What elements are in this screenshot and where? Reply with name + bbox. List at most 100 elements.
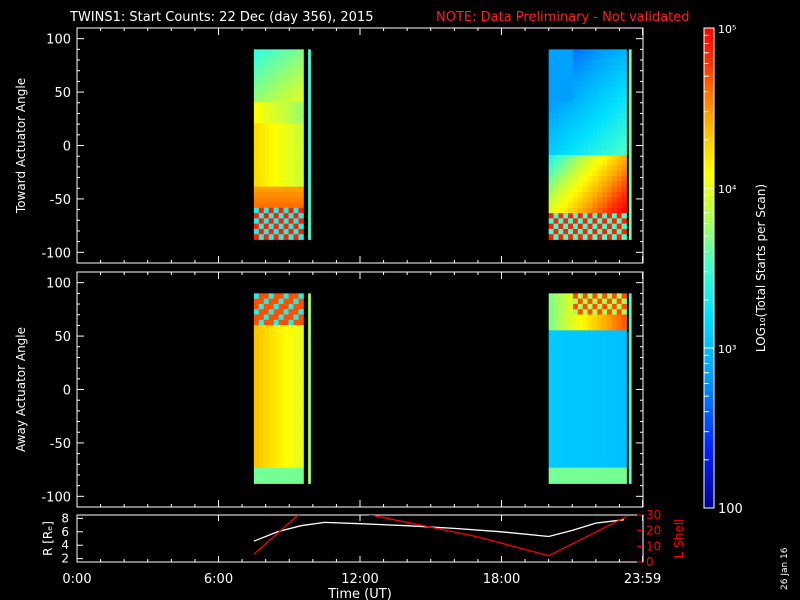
heatmap-cell [263, 107, 270, 114]
heatmap-cell [263, 186, 270, 193]
heatmap-cell [288, 425, 294, 432]
heatmap-cell [283, 330, 289, 337]
heatmap-cell [268, 96, 275, 103]
heatmap-cell [553, 96, 559, 103]
heatmap-cell [628, 430, 632, 437]
heatmap-cell [548, 75, 554, 82]
heatmap-cell [572, 154, 579, 161]
heatmap-cell [563, 213, 569, 219]
heatmap-cell [563, 144, 569, 151]
heatmap-cell [607, 425, 613, 432]
heatmap-cell [253, 314, 260, 321]
heatmap-cell [582, 213, 588, 219]
heatmap-cell [278, 223, 284, 230]
heatmap-cell [621, 133, 627, 140]
heatmap-cell [621, 383, 627, 389]
heatmap-cell [553, 75, 559, 82]
heatmap-cell [568, 81, 574, 87]
heatmap-cell [288, 362, 294, 368]
heatmap-cell [568, 351, 574, 358]
heatmap-cell [558, 351, 564, 358]
heatmap-cell [611, 372, 618, 379]
heatmap-cell [587, 462, 593, 469]
heatmap-cell [298, 346, 304, 352]
heatmap-cell [587, 133, 593, 140]
heatmap-cell [288, 123, 294, 129]
heatmap-cell [278, 430, 284, 437]
heatmap-cell [568, 96, 574, 103]
heatmap-cell [273, 186, 280, 193]
heatmap-cell [558, 398, 564, 405]
heatmap-cell [553, 435, 559, 442]
heatmap-cell [283, 123, 289, 129]
heatmap-cell [572, 367, 579, 373]
heatmap-cell [611, 404, 618, 410]
heatmap-cell [253, 128, 260, 135]
heatmap-cell [611, 54, 618, 61]
heatmap-cell [283, 75, 289, 82]
heatmap-cell [553, 457, 559, 463]
heatmap-cell [278, 54, 284, 61]
heatmap-cell [621, 367, 627, 373]
heatmap-cell [616, 191, 623, 198]
heatmap-cell [273, 356, 280, 363]
heatmap-cell [553, 81, 559, 87]
heatmap-cell [283, 202, 289, 209]
heatmap-cell [293, 170, 299, 177]
heatmap-cell [572, 128, 579, 135]
heatmap-cell [253, 170, 260, 177]
heatmap-cell [621, 425, 627, 432]
heatmap-cell [607, 228, 613, 235]
heatmap-cell [607, 123, 613, 129]
heatmap-cell [268, 457, 275, 463]
heatmap-cell [607, 223, 613, 230]
heatmap-cell [621, 86, 627, 93]
heatmap-cell [611, 346, 618, 352]
heatmap-cell [572, 388, 579, 395]
heatmap-cell [268, 314, 275, 321]
heatmap-cell [597, 356, 603, 363]
heatmap-cell [582, 96, 588, 103]
heatmap-cell [548, 346, 554, 352]
colorbar: LOG₁₀(Total Starts per Scan) 10⁵10⁴10³10… [703, 23, 768, 517]
heatmap-cell [268, 409, 275, 416]
heatmap-cell [563, 49, 569, 56]
heatmap-cell [553, 362, 559, 368]
heatmap-cell [283, 176, 289, 182]
heatmap-cell [628, 160, 632, 166]
heatmap-cell [258, 420, 265, 426]
heatmap-cell [288, 478, 294, 484]
heatmap-cell [293, 414, 299, 421]
heatmap-cell [582, 446, 588, 453]
heatmap-cell [283, 223, 289, 230]
heatmap-cell [628, 202, 632, 209]
heatmap-cell [263, 457, 270, 463]
heatmap-cell [568, 388, 574, 395]
heatmap-cell [263, 234, 270, 240]
heatmap-cell [558, 309, 564, 315]
heatmap-cell [253, 186, 260, 193]
heatmap-cell [616, 139, 623, 145]
heatmap-cell [563, 325, 569, 331]
heatmap-cell [597, 75, 603, 82]
heatmap-cell [572, 330, 579, 337]
heatmap-cell [288, 75, 294, 82]
heatmap-cell [283, 346, 289, 352]
heatmap-cell [621, 91, 627, 98]
heatmap-cell [597, 362, 603, 368]
heatmap-cell [268, 377, 275, 384]
heatmap-cell [268, 340, 275, 347]
heatmap-cell [577, 139, 584, 145]
heatmap-cell [268, 330, 275, 337]
heatmap-cell [607, 367, 613, 373]
heatmap-cell [572, 462, 579, 469]
heatmap-cell [628, 457, 632, 463]
heatmap-cell [572, 398, 579, 405]
heatmap-cell [577, 91, 584, 98]
heatmap-cell [553, 314, 559, 321]
heatmap-cell [577, 367, 584, 373]
heatmap-cell [587, 86, 593, 93]
heatmap-cell [288, 81, 294, 87]
heatmap-cell [293, 112, 299, 119]
heatmap-cell [568, 346, 574, 352]
